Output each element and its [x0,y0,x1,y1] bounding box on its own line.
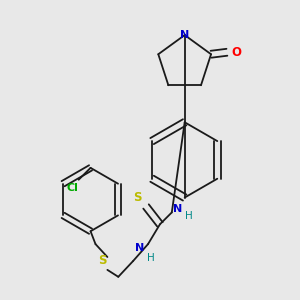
Text: S: S [133,191,141,204]
Text: N: N [173,204,182,214]
Text: H: H [147,253,155,263]
Text: O: O [232,46,242,59]
Text: N: N [180,30,189,40]
Text: S: S [98,254,107,268]
Text: N: N [136,243,145,253]
Text: Cl: Cl [67,183,79,193]
Text: H: H [185,212,193,221]
